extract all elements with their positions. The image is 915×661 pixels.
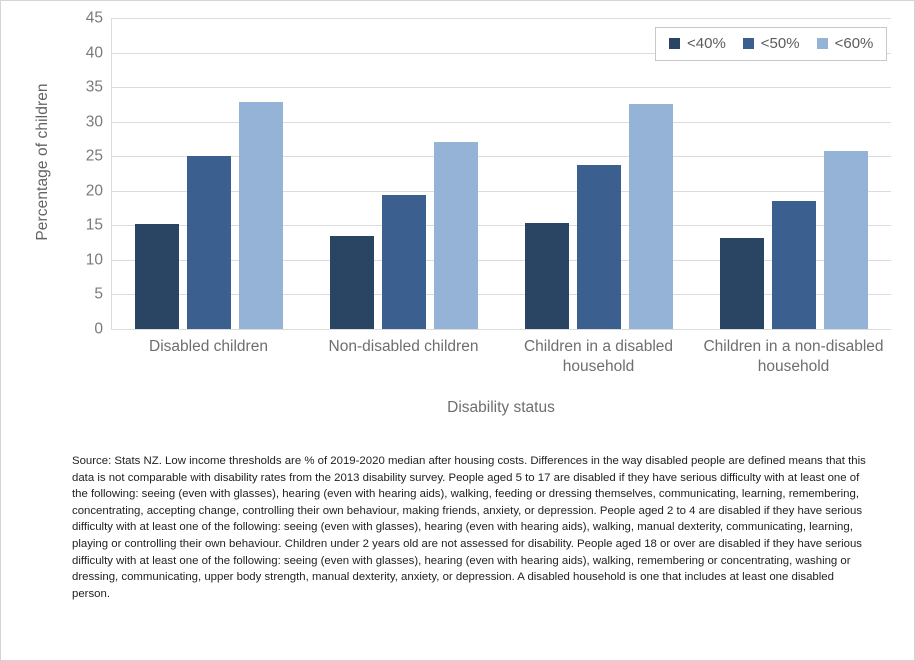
chart-legend: <40% <50% <60% — [655, 27, 888, 61]
gridline-40 — [111, 52, 891, 54]
gridline-30 — [111, 121, 891, 123]
y-tick-label: 45 — [85, 9, 103, 27]
bar-60-3[interactable] — [628, 103, 673, 329]
y-tick-label: 25 — [85, 147, 103, 165]
legend-item[interactable]: <60% — [816, 35, 874, 52]
source-note: Source: Stats NZ. Low income thresholds … — [72, 455, 866, 600]
category-label: Children in a disabled household — [523, 338, 674, 376]
gridline-45 — [111, 18, 891, 19]
category-label: Disabled children — [149, 338, 268, 355]
bar-group — [501, 18, 696, 329]
bar-group — [306, 18, 501, 329]
gridline-10 — [111, 259, 891, 261]
bar-group — [111, 18, 306, 329]
plot-area — [111, 18, 891, 330]
y-tick-label: 10 — [85, 251, 103, 269]
x-axis-category-labels: Disabled children Non-disabled children Ch… — [111, 337, 891, 378]
x-axis-title: Disability status — [447, 399, 555, 416]
bar-50-2[interactable] — [381, 194, 426, 329]
bar-60-4[interactable] — [823, 151, 868, 329]
bar-group — [696, 18, 891, 329]
legend-item[interactable]: <50% — [742, 35, 800, 52]
bar-40-1[interactable] — [134, 223, 179, 329]
y-tick-label: 5 — [94, 285, 103, 303]
legend-label: <40% — [687, 35, 726, 52]
bar-groups — [111, 18, 891, 329]
gridline-35 — [111, 87, 891, 89]
y-tick-label: 15 — [85, 216, 103, 234]
legend-swatch-icon — [669, 38, 680, 49]
bar-50-3[interactable] — [576, 165, 621, 329]
y-tick-label: 30 — [85, 112, 103, 130]
legend-label: <50% — [760, 35, 800, 52]
bar-50-1[interactable] — [186, 155, 231, 329]
bar-60-2[interactable] — [433, 142, 478, 329]
bar-40-2[interactable] — [329, 235, 374, 329]
legend-label: <60% — [834, 35, 874, 52]
bar-50-4[interactable] — [771, 201, 816, 329]
gridline-0 — [111, 329, 891, 330]
legend-swatch-icon — [742, 38, 754, 49]
y-axis-tick-labels: 45 40 35 30 25 20 15 10 5 0 — [47, 10, 103, 336]
bar-60-1[interactable] — [238, 102, 283, 329]
legend-item[interactable]: <40% — [669, 35, 726, 52]
y-axis-line — [111, 18, 112, 330]
y-tick-label: 40 — [85, 43, 103, 61]
bar-40-3[interactable] — [524, 222, 569, 329]
legend-swatch-icon — [816, 38, 828, 49]
category-label: Non-disabled children — [328, 338, 479, 355]
y-tick-label: 20 — [85, 182, 103, 200]
category-label: Children in a non-disabled household — [703, 338, 884, 376]
gridline-5 — [111, 294, 891, 296]
y-tick-label: 35 — [85, 78, 103, 96]
y-tick-label: 0 — [94, 320, 103, 338]
gridline-25 — [111, 156, 891, 158]
chart-plot-region: Percentage of children 45 40 35 30 25 20 15 10 5… — [1, 1, 914, 438]
bar-40-4[interactable] — [719, 237, 764, 329]
gridline-15 — [111, 225, 891, 227]
gridline-20 — [111, 190, 891, 192]
